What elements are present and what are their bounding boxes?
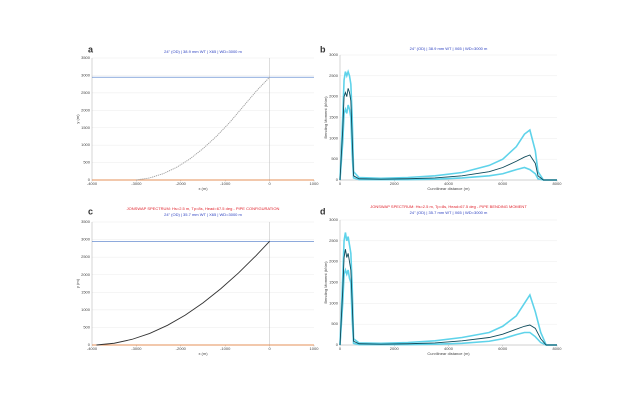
x-tick-label: 0 [268,181,271,186]
x-tick-label: 6000 [498,181,508,186]
y-tick-label: 2500 [329,73,339,78]
y-tick-label: 1500 [81,125,91,130]
x-tick-label: -2000 [176,346,187,351]
y-axis-label: Bending Moment (kNm) [323,96,328,139]
y-tick-label: 2000 [81,272,91,277]
y-tick-label: 1000 [329,135,339,140]
x-tick-label: 2000 [390,181,400,186]
y-tick-label: 0 [336,342,339,347]
x-tick-label: -1000 [220,181,231,186]
x-tick-label: -4000 [87,181,98,186]
data-line [339,267,557,346]
panel-title: JONSWAP SPECTRUM: Hs=2.5 m, Tp=8s, Head=… [127,206,280,211]
data-line [339,69,557,181]
panel-subtitle: 24" (OD) | 35.7 mm WT | X65 | WD=3000 m [410,210,488,215]
panel-label: d [320,206,326,216]
y-tick-label: 500 [83,160,90,165]
x-tick-label: 2000 [390,346,400,351]
y-tick-label: 1000 [81,142,91,147]
y-axis-label: y (m) [75,278,80,288]
y-tick-label: 500 [331,156,338,161]
x-axis-label: Curvilinear distance (m) [427,186,470,191]
x-axis-label: x (m) [198,351,208,356]
y-tick-label: 1500 [81,289,91,294]
x-tick-label: 8000 [553,346,563,351]
x-tick-label: -1000 [220,346,231,351]
y-tick-label: 0 [88,342,91,347]
y-tick-label: 3000 [329,217,339,222]
x-tick-label: -4000 [87,346,98,351]
panel-label: b [320,44,326,54]
x-axis-label: Curvilinear distance (m) [427,351,470,356]
panel-label: c [88,206,93,216]
y-tick-label: 1000 [81,307,91,312]
y-tick-label: 0 [88,177,91,182]
y-tick-label: 2500 [81,254,91,259]
y-tick-label: 3000 [329,52,339,57]
y-tick-label: 500 [331,321,338,326]
data-line [339,249,557,346]
data-line [339,88,557,181]
y-tick-label: 1500 [329,280,339,285]
panel-subtitle: 24" (OD) | 35.7 mm WT | X65 | WD=3000 m [164,212,242,217]
x-tick-label: 0 [339,346,342,351]
x-tick-label: 1000 [310,346,320,351]
x-tick-label: 1000 [310,181,320,186]
x-tick-label: -3000 [131,346,142,351]
y-tick-label: 2500 [81,90,91,95]
x-tick-label: 8000 [553,181,563,186]
y-tick-label: 500 [83,324,90,329]
y-tick-label: 2000 [81,107,91,112]
y-axis-label: y (m) [75,114,80,124]
panel-subtitle: 24" (OD) | 38.9 mm WT | X65 | WD=3000 m [164,49,242,54]
data-line [339,232,557,346]
panel-label: a [88,44,94,54]
panel-title: JONSWAP SPECTRUM: Hs=2.5 m, Tp=8s, Head=… [370,204,527,209]
x-tick-label: -3000 [131,181,142,186]
x-axis-label: x (m) [198,186,208,191]
x-tick-label: -2000 [176,181,187,186]
y-tick-label: 1000 [329,300,339,305]
y-tick-label: 3000 [81,237,91,242]
y-tick-label: 0 [336,177,339,182]
data-line [136,76,270,181]
x-tick-label: 4000 [444,346,454,351]
y-tick-label: 1500 [329,115,339,120]
x-tick-label: 0 [339,181,342,186]
y-tick-label: 3500 [81,219,91,224]
y-tick-label: 3500 [81,55,91,60]
data-line [96,241,270,346]
x-tick-label: 4000 [444,181,454,186]
data-line [339,104,557,181]
y-tick-label: 2000 [329,259,339,264]
x-tick-label: 6000 [498,346,508,351]
y-axis-label: Bending Moment (kNm) [323,261,328,304]
y-tick-label: 2000 [329,94,339,99]
y-tick-label: 2500 [329,238,339,243]
x-tick-label: 0 [268,346,271,351]
y-tick-label: 3000 [81,72,91,77]
panel-subtitle: 24" (OD) | 38.9 mm WT | X65 | WD=3000 m [410,46,488,51]
